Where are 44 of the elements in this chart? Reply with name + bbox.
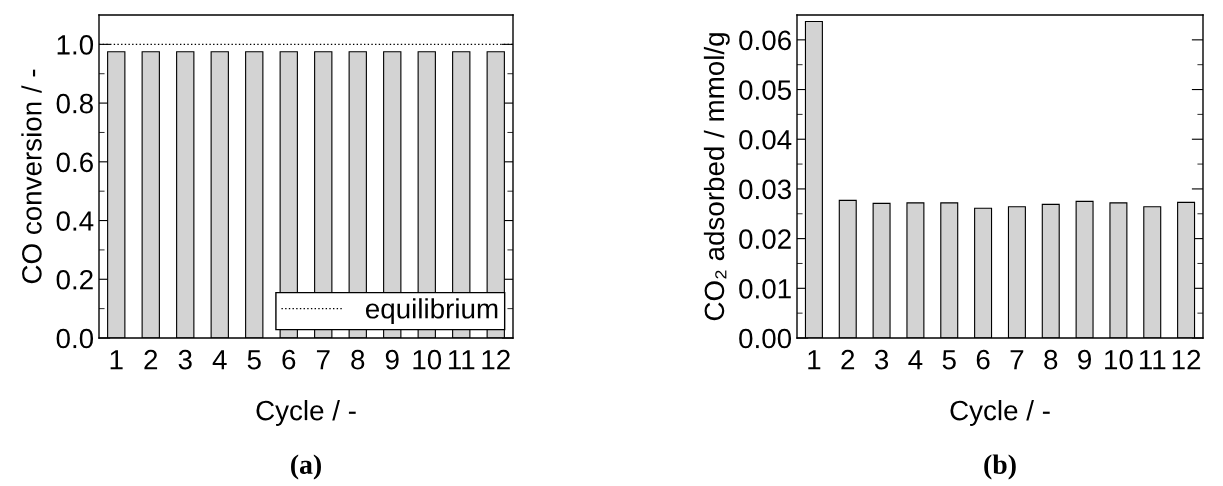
x-tick-label: 2 <box>841 349 855 370</box>
x-tick-label: 11 <box>448 350 475 370</box>
y-tick-label: 0.06 <box>739 30 791 51</box>
x-tick-label: 5 <box>942 350 956 370</box>
x-tick-label: 9 <box>1078 349 1091 370</box>
x-tick-label: 1 <box>110 350 123 370</box>
x-tick-label: 1 <box>808 350 821 370</box>
x-tick-label: 4 <box>212 350 227 370</box>
y-tick-label: 0.04 <box>739 129 792 150</box>
x-tick-label: 4 <box>908 350 923 370</box>
x-tick-label: 6 <box>976 349 990 370</box>
y-tick-label: 0.03 <box>739 179 791 200</box>
y-tick-label: 0.0 <box>56 328 94 349</box>
y-tick-label: 0.6 <box>56 152 93 173</box>
x-tick-label: 8 <box>351 349 365 370</box>
x-tick-label: 3 <box>874 349 889 370</box>
x-tick-label: 10 <box>413 349 442 370</box>
y-tick-label: 0.2 <box>56 269 93 290</box>
x-tick-label: 2 <box>144 349 158 370</box>
x-tick-label: 7 <box>1010 350 1024 370</box>
text: (a) <box>291 454 321 480</box>
y-tick-label: 0.01 <box>739 278 791 299</box>
x-tick-label: 3 <box>178 349 192 370</box>
y-tick-label: 0.05 <box>739 80 791 100</box>
y-tick-label: 0.02 <box>739 229 791 249</box>
x-tick-label: 7 <box>316 350 330 370</box>
text: (b) <box>984 454 1016 480</box>
y-axis-title: CO conversion / - <box>21 69 42 284</box>
x-tick-label: 6 <box>282 349 296 370</box>
legend-label: equilibrium <box>365 298 498 325</box>
x-tick-label: 8 <box>1044 349 1058 370</box>
x-tick-label: 11 <box>1139 350 1166 370</box>
y-axis-title: CO₂ adsorbed / mmol/g <box>703 33 730 321</box>
x-axis-title: Cycle / - <box>950 400 1050 426</box>
y-tick-label: 0.4 <box>56 211 94 231</box>
x-tick-label: 5 <box>247 350 261 370</box>
x-axis-title: Cycle / - <box>256 400 356 426</box>
x-tick-label: 12 <box>1172 349 1201 370</box>
y-tick-label: 0.00 <box>739 328 792 349</box>
x-tick-label: 9 <box>385 349 399 370</box>
y-tick-label: 1.0 <box>57 35 94 55</box>
y-tick-label: 0.8 <box>56 93 93 114</box>
x-tick-label: 12 <box>482 349 510 370</box>
x-tick-label: 10 <box>1105 349 1133 370</box>
